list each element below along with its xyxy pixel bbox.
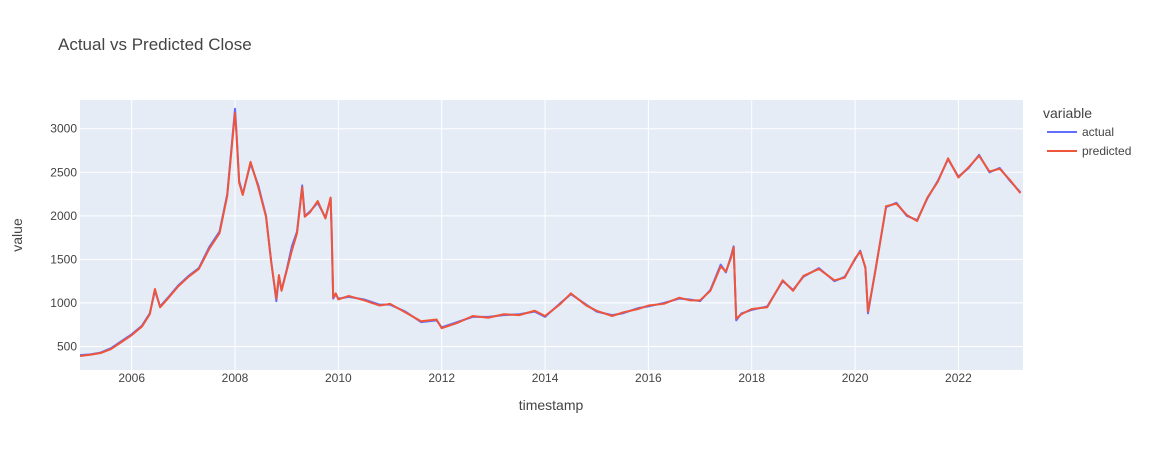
x-tick-label: 2008	[222, 371, 249, 385]
chart-title: Actual vs Predicted Close	[58, 35, 252, 54]
y-tick-label: 3000	[50, 122, 77, 136]
y-tick-label: 2500	[50, 165, 77, 179]
series-layer	[80, 107, 1022, 358]
legend-item-actual[interactable]: actual	[1047, 125, 1114, 139]
y-tick-label: 2000	[50, 209, 77, 223]
x-tick-label: 2016	[635, 371, 662, 385]
x-tick-label: 2012	[428, 371, 455, 385]
x-tick-label: 2018	[738, 371, 765, 385]
y-axis-title: value	[9, 218, 25, 252]
x-axis-title: timestamp	[519, 397, 584, 413]
legend: variable actual predicted	[1043, 105, 1131, 158]
x-tick-label: 2020	[842, 371, 869, 385]
x-tick-label: 2010	[325, 371, 352, 385]
y-tick-label: 1000	[50, 296, 77, 310]
x-tick-label: 2006	[118, 371, 145, 385]
legend-label-predicted: predicted	[1082, 144, 1131, 158]
legend-title: variable	[1043, 105, 1092, 121]
x-tick-label: 2022	[945, 371, 972, 385]
y-tick-label: 500	[57, 339, 77, 353]
y-axis-ticks: 500 1000 1500 2000 2500 3000	[50, 122, 77, 354]
y-tick-label: 1500	[50, 252, 77, 266]
legend-label-actual: actual	[1082, 125, 1114, 139]
x-axis-ticks: 2006 2008 2010 2012 2014 2016 2018 2020 2022	[118, 371, 972, 385]
gridlines	[80, 100, 1023, 370]
x-tick-label: 2014	[532, 371, 559, 385]
series-line-predicted	[80, 112, 1022, 358]
legend-item-predicted[interactable]: predicted	[1047, 144, 1131, 158]
